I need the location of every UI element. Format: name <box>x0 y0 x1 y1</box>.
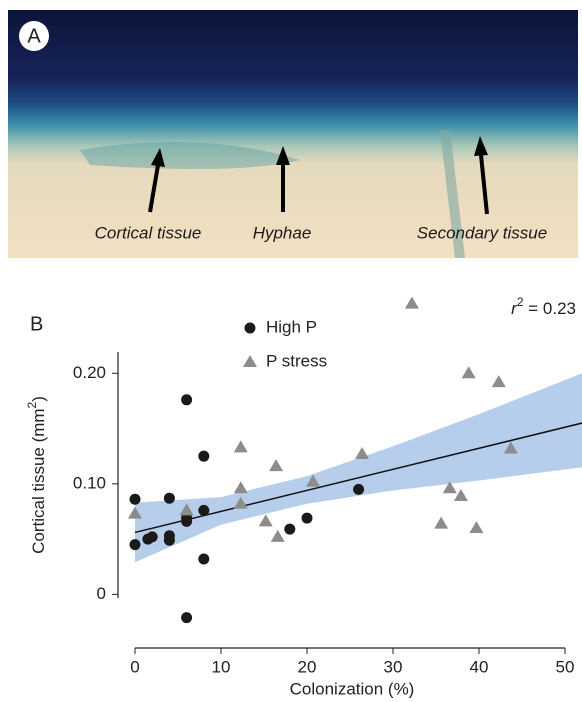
marker <box>129 493 141 505</box>
y-axis-label: Cortical tissue (mm2) <box>25 396 48 554</box>
y-label-end: ) <box>29 396 48 402</box>
marker <box>198 504 210 516</box>
marker <box>163 492 175 504</box>
x-tick-label: 10 <box>212 657 231 676</box>
x-axis-label: Colonization (%) <box>290 679 415 698</box>
y-tick-label: 0.10 <box>73 473 106 492</box>
annotation: r2 = 0.23 <box>511 295 576 318</box>
marker <box>404 296 419 309</box>
marker <box>198 450 210 462</box>
y-tick-label: 0 <box>97 584 106 603</box>
marker <box>434 516 449 529</box>
marker <box>491 375 506 388</box>
confidence-band <box>135 373 582 563</box>
micrograph <box>8 10 578 258</box>
marker <box>129 539 141 551</box>
photo-annotation: Hyphae <box>253 223 312 242</box>
x-tick-label: 0 <box>130 657 139 676</box>
photo-annotation: Secondary tissue <box>417 223 547 242</box>
marker <box>469 521 484 534</box>
scatter-chart: B r2 = 0.23 Colonization (%) Cortical ti… <box>25 295 576 698</box>
legend-label: High P <box>266 317 317 336</box>
stained-tissue <box>80 142 300 169</box>
legend-marker <box>244 322 256 334</box>
panel-label: B <box>30 313 43 335</box>
marker <box>453 488 468 501</box>
marker <box>301 512 313 524</box>
marker <box>284 523 296 535</box>
panel-badge <box>19 21 49 51</box>
marker <box>270 529 285 542</box>
marker <box>258 514 273 527</box>
photo-panel: A Cortical tissue Hyphae Secondary tissu… <box>8 10 578 258</box>
marker <box>128 506 142 519</box>
marker <box>198 553 210 565</box>
y-tick-label: 0.20 <box>73 363 106 382</box>
marker <box>442 481 457 494</box>
annotation-text: r <box>511 299 518 318</box>
marker <box>353 483 365 495</box>
marker <box>233 481 248 494</box>
arrows <box>148 136 489 215</box>
marker <box>269 459 284 472</box>
x-tick-label: 50 <box>556 657 575 676</box>
annotation-sup: 2 <box>517 295 524 309</box>
annotation-end: = 0.23 <box>524 299 576 318</box>
marker <box>355 446 370 459</box>
marker <box>181 515 193 527</box>
photo-annotation: Cortical tissue <box>95 223 202 242</box>
secondary-tissue <box>440 130 465 258</box>
marker <box>146 531 158 543</box>
marker <box>503 441 518 454</box>
marker <box>181 612 193 624</box>
legend-label: P stress <box>266 351 327 370</box>
x-tick-label: 20 <box>298 657 317 676</box>
x-tick-label: 30 <box>384 657 403 676</box>
y-label-text: Cortical tissue (mm <box>29 408 48 553</box>
marker <box>233 496 248 509</box>
panel-label: A <box>27 25 41 47</box>
y-label-sup: 2 <box>25 401 39 408</box>
marker <box>181 394 193 406</box>
marker <box>179 503 194 516</box>
marker <box>163 534 175 546</box>
x-tick-label: 40 <box>470 657 489 676</box>
marker <box>461 366 476 379</box>
regression-line <box>134 422 582 534</box>
marker <box>233 440 248 453</box>
legend-marker <box>243 355 257 367</box>
marker <box>306 474 321 487</box>
